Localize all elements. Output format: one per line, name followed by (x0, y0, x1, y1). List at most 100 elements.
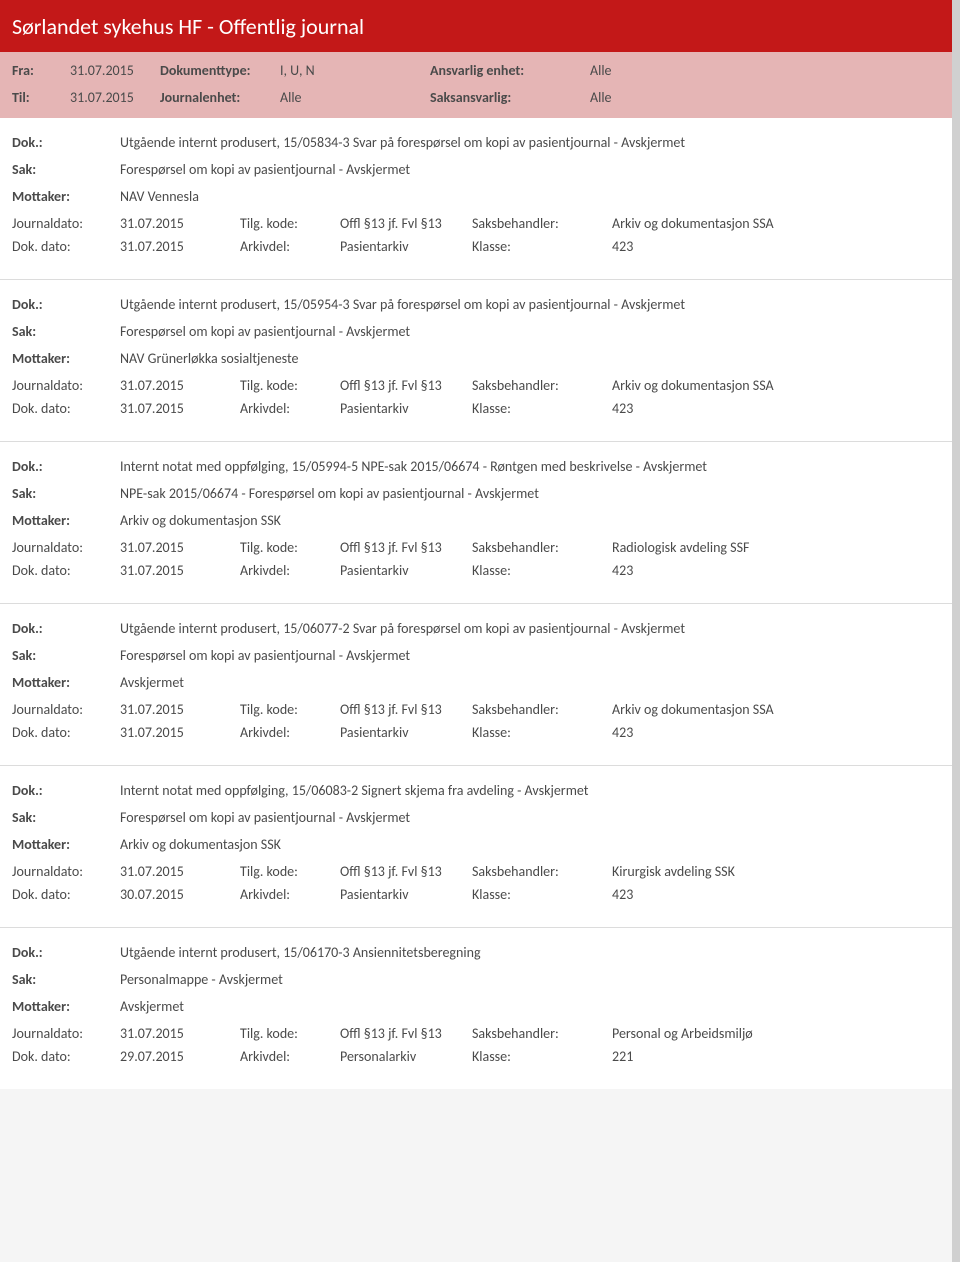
dokdato-value: 31.07.2015 (120, 562, 240, 579)
filter-bar: Fra: 31.07.2015 Dokumenttype: I, U, N An… (0, 52, 952, 118)
dok-value: Internt notat med oppfølging, 15/05994-5… (120, 458, 940, 475)
page-title: Sørlandet sykehus HF - Offentlig journal (12, 13, 364, 40)
arkivdel-label: Arkivdel: (240, 1048, 340, 1065)
klasse-value: 423 (612, 886, 940, 903)
sak-value: NPE-sak 2015/06674 - Forespørsel om kopi… (120, 485, 940, 502)
tilgkode-label: Tilg. kode: (240, 377, 340, 394)
arkivdel-label: Arkivdel: (240, 400, 340, 417)
filter-journalenhet-value: Alle (280, 89, 430, 106)
arkivdel-value: Pasientarkiv (340, 724, 472, 741)
dokdato-value: 29.07.2015 (120, 1048, 240, 1065)
filter-fra-value: 31.07.2015 (70, 62, 160, 79)
dokdato-value: 31.07.2015 (120, 724, 240, 741)
arkivdel-label: Arkivdel: (240, 724, 340, 741)
tilgkode-value: Offl §13 jf. Fvl §13 (340, 215, 472, 232)
saksbehandler-value: Arkiv og dokumentasjon SSA (612, 215, 940, 232)
dokdato-label: Dok. dato: (12, 1048, 120, 1065)
tilgkode-value: Offl §13 jf. Fvl §13 (340, 701, 472, 718)
journal-entry: Dok.:Utgående internt produsert, 15/0607… (0, 604, 952, 766)
klasse-label: Klasse: (472, 400, 612, 417)
dokdato-value: 31.07.2015 (120, 238, 240, 255)
mottaker-value: Arkiv og dokumentasjon SSK (120, 512, 940, 529)
mottaker-label: Mottaker: (12, 998, 120, 1015)
sak-label: Sak: (12, 971, 120, 988)
saksbehandler-label: Saksbehandler: (472, 539, 612, 556)
saksbehandler-value: Arkiv og dokumentasjon SSA (612, 701, 940, 718)
entries-list: Dok.:Utgående internt produsert, 15/0583… (0, 118, 952, 1089)
journal-page: Sørlandet sykehus HF - Offentlig journal… (0, 0, 952, 1089)
tilgkode-label: Tilg. kode: (240, 863, 340, 880)
klasse-value: 423 (612, 400, 940, 417)
dok-value: Utgående internt produsert, 15/06077-2 S… (120, 620, 940, 637)
filter-saksansvarlig-label: Saksansvarlig: (430, 89, 590, 106)
sak-label: Sak: (12, 323, 120, 340)
sak-value: Forespørsel om kopi av pasientjournal - … (120, 323, 940, 340)
filter-til-value: 31.07.2015 (70, 89, 160, 106)
arkivdel-value: Pasientarkiv (340, 886, 472, 903)
dokdato-label: Dok. dato: (12, 886, 120, 903)
tilgkode-label: Tilg. kode: (240, 539, 340, 556)
sak-value: Personalmappe - Avskjermet (120, 971, 940, 988)
klasse-label: Klasse: (472, 886, 612, 903)
filter-doktype-label: Dokumenttype: (160, 62, 280, 79)
sak-label: Sak: (12, 809, 120, 826)
sak-label: Sak: (12, 161, 120, 178)
tilgkode-value: Offl §13 jf. Fvl §13 (340, 377, 472, 394)
saksbehandler-value: Radiologisk avdeling SSF (612, 539, 940, 556)
page-title-bar: Sørlandet sykehus HF - Offentlig journal (0, 3, 952, 52)
saksbehandler-value: Kirurgisk avdeling SSK (612, 863, 940, 880)
tilgkode-label: Tilg. kode: (240, 701, 340, 718)
tilgkode-value: Offl §13 jf. Fvl §13 (340, 539, 472, 556)
filter-journalenhet-label: Journalenhet: (160, 89, 280, 106)
arkivdel-value: Pasientarkiv (340, 562, 472, 579)
dok-label: Dok.: (12, 944, 120, 961)
mottaker-value: Avskjermet (120, 674, 940, 691)
journaldato-value: 31.07.2015 (120, 1025, 240, 1042)
klasse-label: Klasse: (472, 724, 612, 741)
dok-label: Dok.: (12, 620, 120, 637)
filter-til-label: Til: (12, 89, 70, 106)
sak-value: Forespørsel om kopi av pasientjournal - … (120, 161, 940, 178)
dokdato-label: Dok. dato: (12, 562, 120, 579)
dok-label: Dok.: (12, 458, 120, 475)
dok-label: Dok.: (12, 134, 120, 151)
sak-label: Sak: (12, 647, 120, 664)
klasse-value: 423 (612, 724, 940, 741)
saksbehandler-label: Saksbehandler: (472, 863, 612, 880)
arkivdel-value: Pasientarkiv (340, 400, 472, 417)
dokdato-value: 30.07.2015 (120, 886, 240, 903)
mottaker-label: Mottaker: (12, 836, 120, 853)
saksbehandler-value: Arkiv og dokumentasjon SSA (612, 377, 940, 394)
mottaker-value: NAV Vennesla (120, 188, 940, 205)
journaldato-label: Journaldato: (12, 215, 120, 232)
sak-label: Sak: (12, 485, 120, 502)
klasse-value: 221 (612, 1048, 940, 1065)
mottaker-value: Avskjermet (120, 998, 940, 1015)
saksbehandler-label: Saksbehandler: (472, 377, 612, 394)
dok-value: Utgående internt produsert, 15/06170-3 A… (120, 944, 940, 961)
dokdato-value: 31.07.2015 (120, 400, 240, 417)
dokdato-label: Dok. dato: (12, 400, 120, 417)
klasse-value: 423 (612, 562, 940, 579)
klasse-value: 423 (612, 238, 940, 255)
journaldato-label: Journaldato: (12, 1025, 120, 1042)
mottaker-value: Arkiv og dokumentasjon SSK (120, 836, 940, 853)
journaldato-value: 31.07.2015 (120, 377, 240, 394)
journaldato-value: 31.07.2015 (120, 215, 240, 232)
dok-label: Dok.: (12, 782, 120, 799)
mottaker-label: Mottaker: (12, 512, 120, 529)
arkivdel-value: Pasientarkiv (340, 238, 472, 255)
filter-doktype-value: I, U, N (280, 62, 430, 79)
journal-entry: Dok.:Utgående internt produsert, 15/0583… (0, 118, 952, 280)
arkivdel-label: Arkivdel: (240, 562, 340, 579)
dok-value: Internt notat med oppfølging, 15/06083-2… (120, 782, 940, 799)
tilgkode-label: Tilg. kode: (240, 215, 340, 232)
journaldato-value: 31.07.2015 (120, 539, 240, 556)
dokdato-label: Dok. dato: (12, 724, 120, 741)
saksbehandler-label: Saksbehandler: (472, 701, 612, 718)
filter-saksansvarlig-value: Alle (590, 89, 940, 106)
filter-fra-label: Fra: (12, 62, 70, 79)
arkivdel-label: Arkivdel: (240, 886, 340, 903)
arkivdel-value: Personalarkiv (340, 1048, 472, 1065)
journaldato-value: 31.07.2015 (120, 863, 240, 880)
